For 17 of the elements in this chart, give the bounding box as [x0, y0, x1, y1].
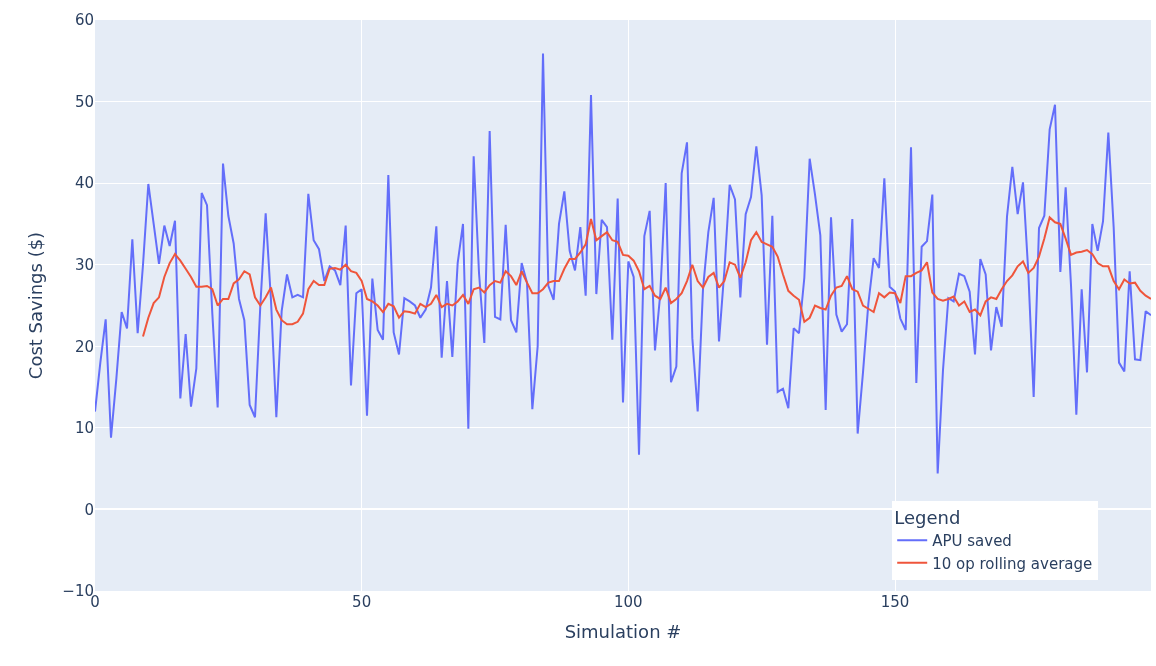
- x-tick-label: 100: [614, 593, 643, 611]
- y-tick-label: 10: [74, 419, 94, 438]
- x-axis-title: Simulation #: [564, 621, 682, 643]
- y-tick-label: 20: [74, 337, 94, 356]
- y-tick-label: 30: [74, 255, 94, 274]
- y-tick-label: 50: [74, 92, 94, 111]
- x-tick-label: 50: [352, 593, 372, 611]
- line-series: [95, 52, 1151, 475]
- x-tick-label: 150: [880, 593, 910, 611]
- y-tick-label: 60: [74, 11, 94, 30]
- line-series: [142, 216, 1151, 338]
- legend-label: APU saved: [932, 532, 1012, 551]
- y-axis-title: Cost Savings ($): [24, 231, 46, 380]
- legend-title: Legend: [894, 506, 961, 528]
- legend-label: 10 op rolling average: [932, 554, 1093, 573]
- y-tick-label: 0: [84, 500, 94, 519]
- y-tick-label: 40: [74, 174, 94, 193]
